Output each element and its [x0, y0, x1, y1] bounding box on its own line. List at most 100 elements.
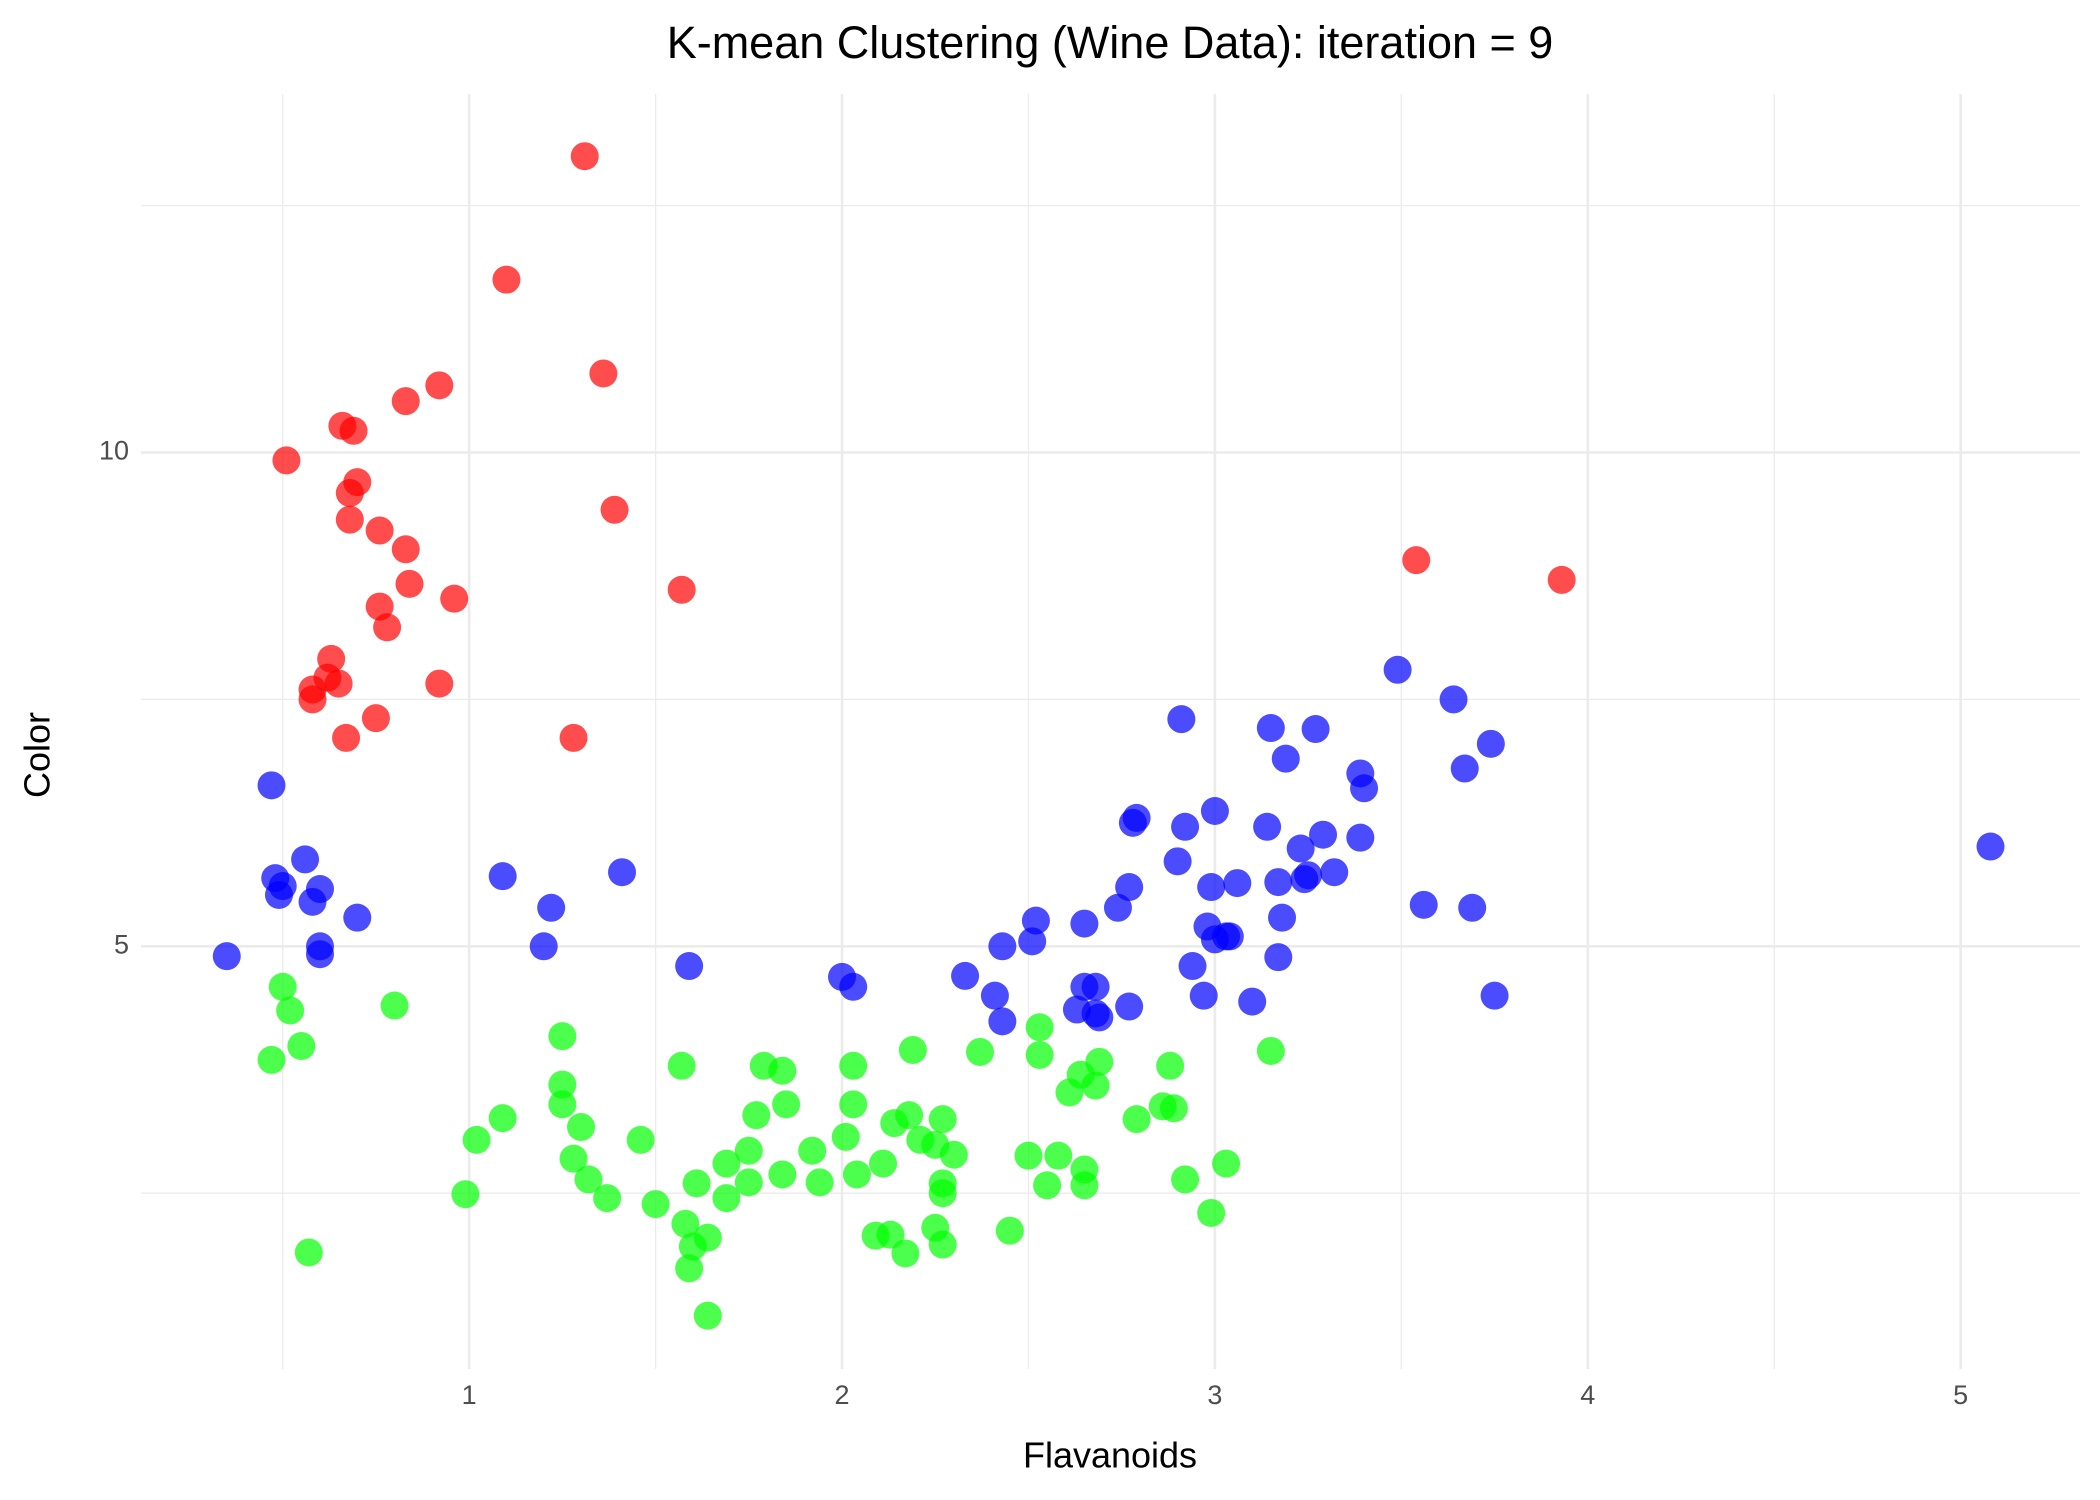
point: [305, 940, 334, 969]
point: [298, 685, 327, 714]
point: [869, 1149, 898, 1178]
point: [1976, 832, 2005, 861]
point: [1480, 981, 1509, 1010]
point: [276, 996, 305, 1025]
point: [772, 1090, 801, 1119]
point: [574, 1165, 603, 1194]
point: [1256, 714, 1285, 743]
point: [839, 1051, 868, 1080]
point: [1163, 847, 1192, 876]
point: [891, 1239, 920, 1268]
point: [391, 535, 420, 564]
point: [1253, 812, 1282, 841]
grid: [141, 94, 2080, 1369]
x-tick-label: 2: [835, 1380, 850, 1410]
point: [1223, 869, 1252, 898]
point: [1021, 906, 1050, 935]
point: [1197, 873, 1226, 902]
point: [1103, 893, 1132, 922]
point: [939, 1140, 968, 1169]
point: [294, 1238, 323, 1267]
point: [798, 1136, 827, 1165]
point: [641, 1190, 670, 1219]
point: [1197, 1198, 1226, 1227]
point: [335, 478, 364, 507]
point: [332, 723, 361, 752]
point: [1014, 1141, 1043, 1170]
point: [742, 1101, 771, 1130]
point: [593, 1184, 622, 1213]
point: [373, 613, 402, 642]
point: [559, 1144, 588, 1173]
point: [988, 932, 1017, 961]
points: [212, 142, 2005, 1330]
point: [257, 1045, 286, 1074]
point: [1115, 992, 1144, 1021]
point: [268, 872, 297, 901]
point: [1301, 715, 1330, 744]
point: [1212, 1149, 1241, 1178]
point: [734, 1136, 763, 1165]
point: [1025, 1013, 1054, 1042]
point: [1033, 1171, 1062, 1200]
point: [1286, 834, 1315, 863]
point: [1085, 1047, 1114, 1076]
point: [343, 903, 372, 932]
point: [1081, 1071, 1110, 1100]
point: [1238, 987, 1267, 1016]
point: [1294, 861, 1323, 890]
y-tick-label: 5: [114, 929, 129, 959]
point: [212, 942, 241, 971]
point: [1264, 943, 1293, 972]
point: [1122, 803, 1151, 832]
point: [298, 887, 327, 916]
point: [965, 1037, 994, 1066]
point: [712, 1184, 741, 1213]
point: [898, 1036, 927, 1065]
point: [600, 495, 629, 524]
point: [324, 669, 353, 698]
point: [451, 1180, 480, 1209]
y-tick-label: 10: [99, 436, 129, 466]
point: [768, 1056, 797, 1085]
point: [1476, 729, 1505, 758]
point: [567, 1113, 596, 1142]
point: [291, 845, 320, 874]
point: [570, 142, 599, 171]
x-axis-title: Flavanoids: [1023, 1435, 1197, 1476]
point: [895, 1101, 924, 1130]
point: [1346, 823, 1375, 852]
point: [980, 981, 1009, 1010]
point: [671, 1209, 700, 1238]
point: [1268, 903, 1297, 932]
point: [734, 1168, 763, 1197]
point: [805, 1168, 834, 1197]
point: [537, 893, 566, 922]
point: [425, 371, 454, 400]
point: [1178, 952, 1207, 981]
point: [876, 1220, 905, 1249]
point: [1256, 1036, 1285, 1065]
point: [1264, 868, 1293, 897]
chart-title: K-mean Clustering (Wine Data): iteration…: [667, 17, 1554, 68]
x-tick-label: 5: [1953, 1380, 1968, 1410]
point: [1409, 890, 1438, 919]
point: [492, 265, 521, 294]
point: [626, 1125, 655, 1154]
point: [995, 1216, 1024, 1245]
point: [268, 972, 297, 1001]
point: [287, 1032, 316, 1061]
point: [1271, 744, 1300, 773]
x-tick-label: 4: [1580, 1380, 1595, 1410]
point: [335, 505, 364, 534]
point: [693, 1301, 722, 1330]
point: [548, 1022, 577, 1051]
point: [380, 991, 409, 1020]
point: [1167, 705, 1196, 734]
point: [1156, 1051, 1185, 1080]
point: [391, 387, 420, 416]
point: [425, 669, 454, 698]
point: [1439, 685, 1468, 714]
point: [768, 1160, 797, 1189]
